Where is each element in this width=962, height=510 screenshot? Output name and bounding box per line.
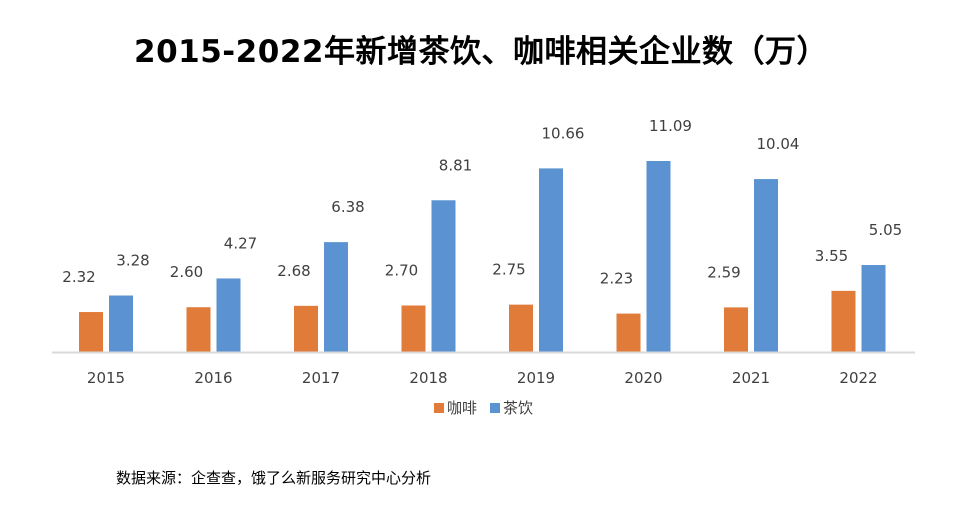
data-label-tea-2017: 6.38 [331,198,364,216]
x-tick-2016: 2016 [194,369,232,387]
bar-coffee-2015 [79,312,103,352]
bar-coffee-2018 [401,305,426,352]
bar-coffee-2021 [724,307,748,352]
bar-coffee-2016 [186,307,211,352]
bar-coffee-2022 [831,290,856,352]
bar-tea-2015 [109,295,133,352]
data-label-coffee-2015: 2.32 [62,268,95,286]
data-label-tea-2019: 10.66 [542,124,585,142]
data-labels-group: 2.32 3.28 2.60 4.27 2.68 6.38 2.70 8.81 2.75 10.6… [62,117,902,288]
x-tick-2018: 2018 [409,369,447,387]
data-label-coffee-2017: 2.68 [277,262,310,280]
data-label-tea-2016: 4.27 [224,234,257,252]
legend-label-coffee: 咖啡 [447,399,477,417]
x-tick-2017: 2017 [302,369,340,387]
x-tick-2019: 2019 [517,369,555,387]
legend-swatch-coffee [434,403,444,413]
data-label-coffee-2016: 2.60 [170,263,203,281]
legend: 咖啡 茶饮 [434,399,533,417]
data-label-tea-2022: 5.05 [869,221,902,239]
chart-title: 2015-2022年新增茶饮、咖啡相关企业数（万） [134,34,828,70]
bar-coffee-2019 [509,304,533,352]
bar-tea-2022 [861,265,886,352]
x-tick-2021: 2021 [732,369,770,387]
data-label-tea-2018: 8.81 [439,156,472,174]
data-label-coffee-2022: 3.55 [815,247,848,265]
data-label-tea-2020: 11.09 [649,117,692,135]
data-label-coffee-2019: 2.75 [492,261,525,279]
data-label-tea-2015: 3.28 [116,252,149,270]
bar-tea-2019 [539,168,563,352]
bar-tea-2021 [754,179,778,352]
source-note: 数据来源：企查查，饿了么新服务研究中心分析 [116,469,432,487]
bar-coffee-2017 [294,305,318,352]
x-tick-2022: 2022 [839,369,877,387]
legend-label-tea: 茶饮 [503,399,533,417]
x-tick-2020: 2020 [624,369,662,387]
bar-coffee-2020 [616,313,641,352]
x-tick-labels-group: 2015 2016 2017 2018 2019 2020 2021 2022 [87,369,878,387]
bar-tea-2016 [216,278,241,352]
data-label-coffee-2018: 2.70 [385,261,418,279]
bar-tea-2017 [324,242,348,352]
x-tick-2015: 2015 [87,369,125,387]
legend-swatch-tea [490,403,500,413]
data-label-coffee-2020: 2.23 [600,270,633,288]
bars-group [79,161,886,352]
data-label-coffee-2021: 2.59 [707,263,740,281]
data-label-tea-2021: 10.04 [757,135,800,153]
bar-tea-2020 [646,161,671,352]
bar-tea-2018 [431,200,456,352]
